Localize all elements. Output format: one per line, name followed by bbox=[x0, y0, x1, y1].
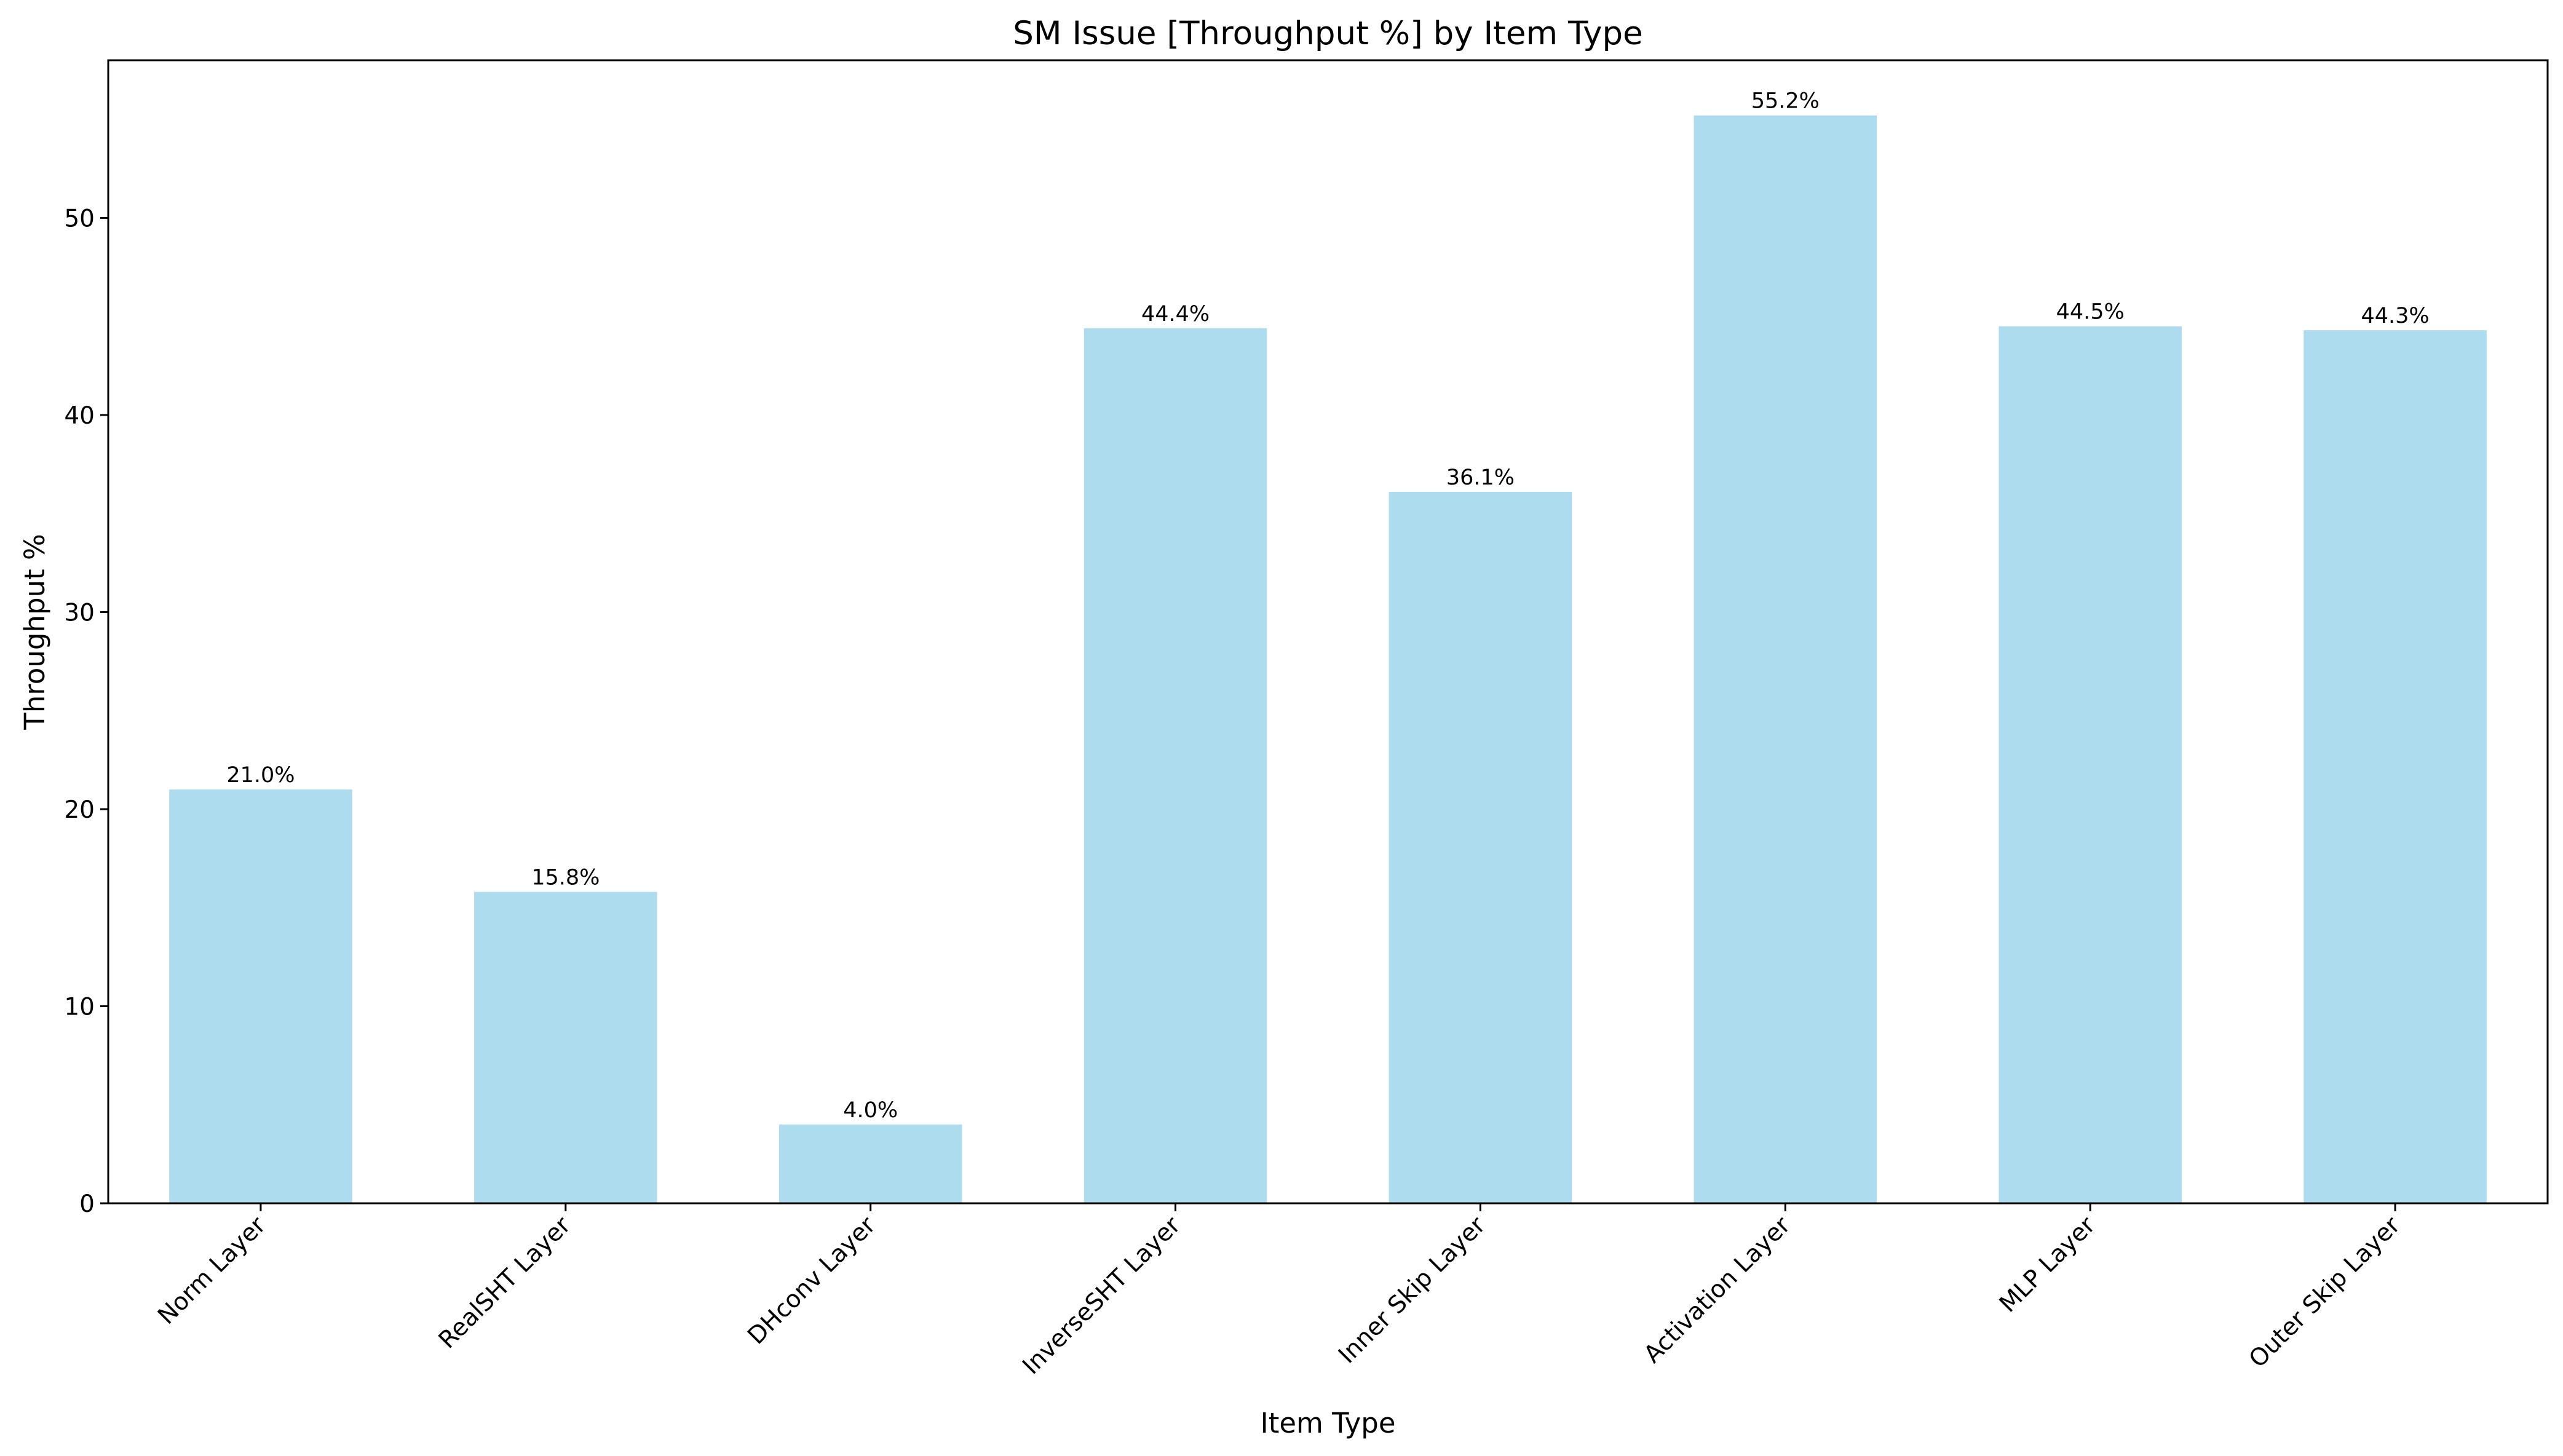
data-labels-layer: 21.0% 15.8% 4.0% 44.4% 36.1% 55.2% 44.5% 44.3% bbox=[226, 89, 2429, 1123]
data-label: 21.0% bbox=[226, 763, 295, 788]
x-tick-label: Inner Skip Layer bbox=[1333, 1211, 1491, 1369]
bar-inner-skip-layer bbox=[1388, 491, 1572, 1203]
chart-title: SM Issue [Throughput %] by Item Type bbox=[1013, 15, 1642, 52]
bar-inversesht-layer bbox=[1083, 328, 1267, 1203]
bar-mlp-layer bbox=[1999, 326, 2182, 1204]
x-tick-label: Activation Layer bbox=[1639, 1211, 1796, 1369]
bar-realsht-layer bbox=[474, 892, 657, 1203]
bar-outer-skip-layer bbox=[2304, 330, 2487, 1203]
y-axis-label: Throughput % bbox=[18, 534, 51, 730]
bar-activation-layer bbox=[1693, 115, 1877, 1203]
data-label: 15.8% bbox=[531, 866, 600, 890]
x-tick-label: Norm Layer bbox=[153, 1211, 271, 1330]
y-tick-label: 40 bbox=[64, 402, 95, 430]
data-label: 55.2% bbox=[1751, 89, 1820, 114]
x-tick-label: DHconv Layer bbox=[742, 1211, 881, 1350]
bars-layer bbox=[169, 115, 2487, 1204]
data-label: 36.1% bbox=[1446, 465, 1515, 490]
x-axis-ticks: Norm Layer RealSHT Layer DHconv Layer Inver… bbox=[153, 1203, 2406, 1380]
y-tick-label: 30 bbox=[64, 599, 95, 627]
bar-norm-layer bbox=[169, 789, 352, 1203]
x-tick-label: MLP Layer bbox=[1994, 1211, 2101, 1318]
x-tick-label: RealSHT Layer bbox=[434, 1211, 577, 1355]
data-label: 44.3% bbox=[2361, 304, 2429, 328]
data-label: 44.4% bbox=[1141, 302, 1210, 326]
y-axis-ticks: 0 10 20 30 40 50 bbox=[64, 205, 108, 1218]
bar-dhconv-layer bbox=[778, 1124, 962, 1203]
data-label: 4.0% bbox=[843, 1098, 898, 1123]
y-tick-label: 0 bbox=[79, 1190, 95, 1218]
plot-frame bbox=[107, 59, 2549, 1205]
y-tick-label: 10 bbox=[64, 993, 95, 1021]
y-tick-label: 50 bbox=[64, 205, 95, 232]
x-tick-label: InverseSHT Layer bbox=[1017, 1211, 1186, 1380]
data-label: 44.5% bbox=[2056, 300, 2125, 325]
y-tick-label: 20 bbox=[64, 796, 95, 824]
x-axis-label: Item Type bbox=[1260, 1407, 1395, 1439]
axes-layer bbox=[107, 59, 2549, 1205]
x-tick-label: Outer Skip Layer bbox=[2244, 1211, 2406, 1374]
